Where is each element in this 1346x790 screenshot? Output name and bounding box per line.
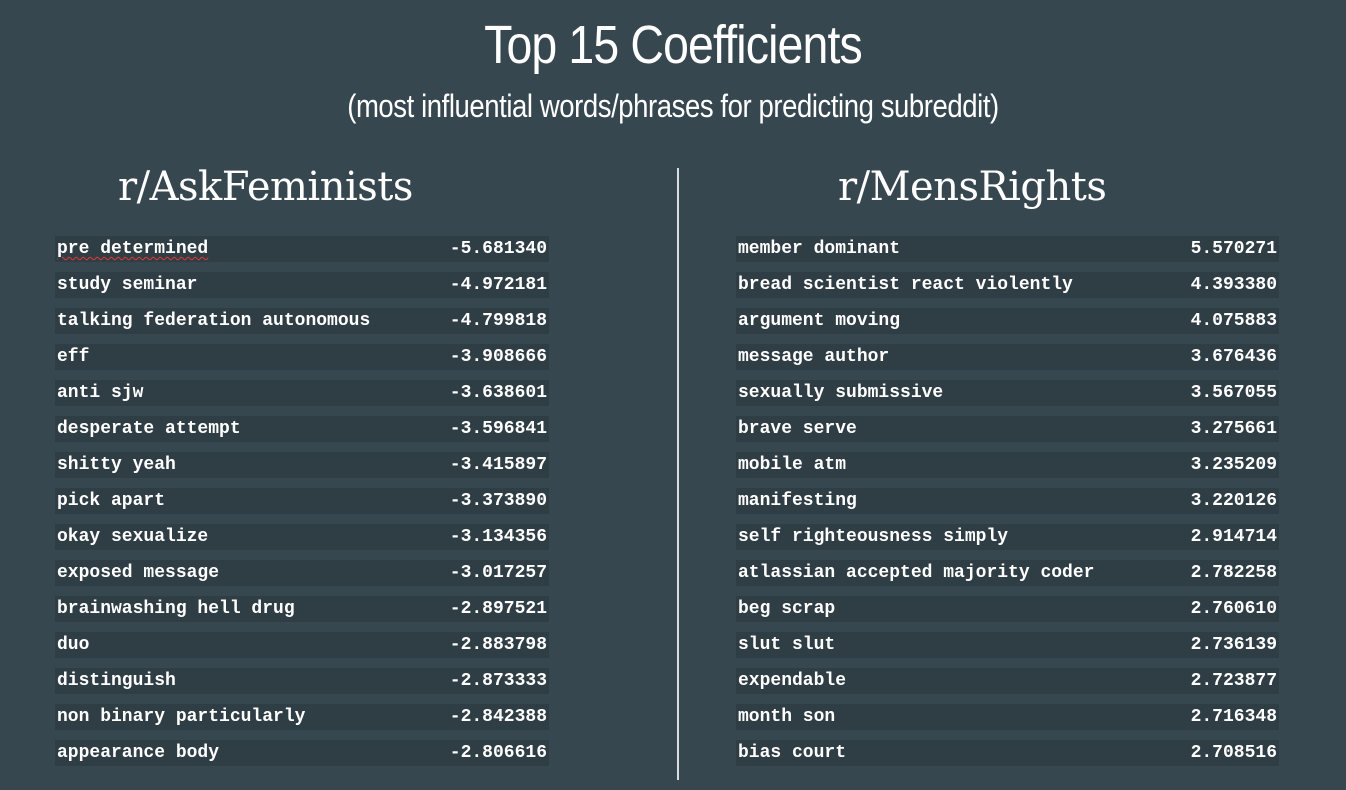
table-row: exposed message -3.017257 bbox=[55, 560, 549, 586]
table-row: self righteousness simply 2.914714 bbox=[736, 524, 1279, 550]
coefficient-cell: -2.842388 bbox=[449, 707, 547, 727]
term-cell: manifesting bbox=[738, 491, 857, 511]
term-cell: brave serve bbox=[738, 419, 857, 439]
askfeminists-coefficient-table: pre determined -5.681340 study seminar -4.… bbox=[55, 236, 549, 776]
coefficient-cell: 2.914714 bbox=[1190, 527, 1277, 547]
term-cell: mobile atm bbox=[738, 455, 847, 475]
term-cell: appearance body bbox=[57, 743, 220, 763]
coefficient-cell: -3.638601 bbox=[449, 383, 547, 403]
coefficient-cell: 2.782258 bbox=[1190, 563, 1277, 583]
table-row: non binary particularly -2.842388 bbox=[55, 704, 549, 730]
coefficient-cell: -3.415897 bbox=[449, 455, 547, 475]
coefficient-cell: -2.897521 bbox=[449, 599, 547, 619]
term-cell: sexually submissive bbox=[738, 383, 944, 403]
table-row: manifesting 3.220126 bbox=[736, 488, 1279, 514]
table-row: slut slut 2.736139 bbox=[736, 632, 1279, 658]
coefficient-cell: -2.806616 bbox=[449, 743, 547, 763]
table-row: beg scrap 2.760610 bbox=[736, 596, 1279, 622]
coefficient-cell: -4.972181 bbox=[449, 275, 547, 295]
table-row: bread scientist react violently 4.393380 bbox=[736, 272, 1279, 298]
coefficient-cell: -3.908666 bbox=[449, 347, 547, 367]
coefficient-cell: -3.373890 bbox=[449, 491, 547, 511]
term-cell: distinguish bbox=[57, 671, 176, 691]
coefficient-cell: 3.676436 bbox=[1190, 347, 1277, 367]
coefficient-cell: 2.736139 bbox=[1190, 635, 1277, 655]
table-row: shitty yeah -3.415897 bbox=[55, 452, 549, 478]
table-row: sexually submissive 3.567055 bbox=[736, 380, 1279, 406]
term-cell: anti sjw bbox=[57, 383, 144, 403]
table-row: desperate attempt -3.596841 bbox=[55, 416, 549, 442]
table-row: brainwashing hell drug -2.897521 bbox=[55, 596, 549, 622]
table-row: duo -2.883798 bbox=[55, 632, 549, 658]
coefficient-cell: 5.570271 bbox=[1190, 239, 1277, 259]
coefficient-cell: -3.596841 bbox=[449, 419, 547, 439]
right-column-title: r/MensRights bbox=[838, 164, 1107, 210]
coefficient-cell: 2.760610 bbox=[1190, 599, 1277, 619]
table-row: okay sexualize -3.134356 bbox=[55, 524, 549, 550]
coefficient-cell: 3.567055 bbox=[1190, 383, 1277, 403]
table-row: appearance body -2.806616 bbox=[55, 740, 549, 766]
coefficient-cell: -5.681340 bbox=[449, 239, 547, 259]
table-row: bias court 2.708516 bbox=[736, 740, 1279, 766]
coefficient-cell: 3.220126 bbox=[1190, 491, 1277, 511]
term-cell: duo bbox=[57, 635, 90, 655]
table-row: brave serve 3.275661 bbox=[736, 416, 1279, 442]
term-cell: pre determined bbox=[57, 239, 209, 259]
table-row: pre determined -5.681340 bbox=[55, 236, 549, 262]
page-subtitle: (most influential words/phrases for pred… bbox=[347, 88, 999, 124]
table-row: anti sjw -3.638601 bbox=[55, 380, 549, 406]
table-row: argument moving 4.075883 bbox=[736, 308, 1279, 334]
table-row: message author 3.676436 bbox=[736, 344, 1279, 370]
column-divider bbox=[677, 168, 679, 780]
table-row: mobile atm 3.235209 bbox=[736, 452, 1279, 478]
term-cell: okay sexualize bbox=[57, 527, 209, 547]
coefficient-cell: -3.134356 bbox=[449, 527, 547, 547]
term-cell: slut slut bbox=[738, 635, 836, 655]
term-cell: talking federation autonomous bbox=[57, 311, 371, 331]
term-cell: atlassian accepted majority coder bbox=[738, 563, 1095, 583]
coefficient-cell: -2.873333 bbox=[449, 671, 547, 691]
coefficient-cell: 3.275661 bbox=[1190, 419, 1277, 439]
term-cell: beg scrap bbox=[738, 599, 836, 619]
term-cell: eff bbox=[57, 347, 90, 367]
table-row: eff -3.908666 bbox=[55, 344, 549, 370]
table-row: distinguish -2.873333 bbox=[55, 668, 549, 694]
coefficient-cell: 2.723877 bbox=[1190, 671, 1277, 691]
term-cell: member dominant bbox=[738, 239, 901, 259]
term-cell: study seminar bbox=[57, 275, 198, 295]
page-title: Top 15 Coefficients bbox=[484, 15, 863, 75]
coefficient-cell: 4.075883 bbox=[1190, 311, 1277, 331]
term-cell: brainwashing hell drug bbox=[57, 599, 295, 619]
coefficient-cell: -3.017257 bbox=[449, 563, 547, 583]
term-cell: desperate attempt bbox=[57, 419, 241, 439]
term-cell: argument moving bbox=[738, 311, 901, 331]
table-row: pick apart -3.373890 bbox=[55, 488, 549, 514]
coefficient-cell: 2.708516 bbox=[1190, 743, 1277, 763]
table-row: month son 2.716348 bbox=[736, 704, 1279, 730]
term-cell: non binary particularly bbox=[57, 707, 306, 727]
term-cell: bias court bbox=[738, 743, 847, 763]
term-cell: pick apart bbox=[57, 491, 166, 511]
coefficient-cell: 2.716348 bbox=[1190, 707, 1277, 727]
term-cell: shitty yeah bbox=[57, 455, 176, 475]
coefficient-cell: -4.799818 bbox=[449, 311, 547, 331]
table-row: study seminar -4.972181 bbox=[55, 272, 549, 298]
term-cell: expendable bbox=[738, 671, 847, 691]
table-row: member dominant 5.570271 bbox=[736, 236, 1279, 262]
mensrights-coefficient-table: member dominant 5.570271 bread scientist … bbox=[736, 236, 1279, 776]
table-row: talking federation autonomous -4.799818 bbox=[55, 308, 549, 334]
table-row: expendable 2.723877 bbox=[736, 668, 1279, 694]
term-cell: bread scientist react violently bbox=[738, 275, 1073, 295]
table-row: atlassian accepted majority coder 2.78225… bbox=[736, 560, 1279, 586]
coefficient-cell: 3.235209 bbox=[1190, 455, 1277, 475]
term-cell: month son bbox=[738, 707, 836, 727]
coefficient-cell: -2.883798 bbox=[449, 635, 547, 655]
term-cell: message author bbox=[738, 347, 890, 367]
term-cell: self righteousness simply bbox=[738, 527, 1009, 547]
coefficient-cell: 4.393380 bbox=[1190, 275, 1277, 295]
left-column-title: r/AskFeminists bbox=[118, 164, 413, 210]
term-cell: exposed message bbox=[57, 563, 220, 583]
